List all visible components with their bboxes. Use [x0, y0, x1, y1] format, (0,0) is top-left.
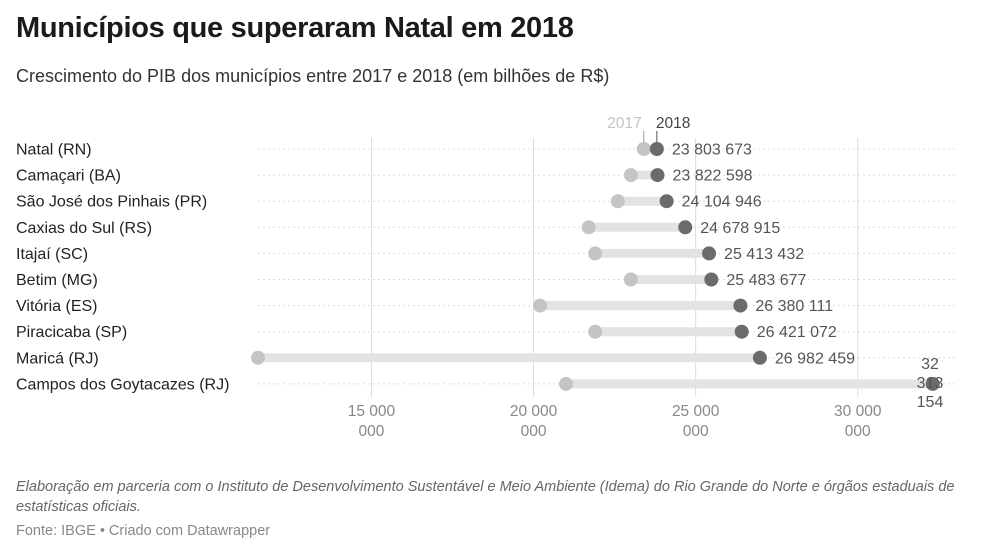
- value-label-2018: 23 822 598: [672, 168, 752, 185]
- value-label-2018: 32: [921, 356, 939, 373]
- dot-2017: [588, 246, 603, 261]
- value-label-2018: 313: [917, 375, 944, 392]
- dot-2018: [678, 220, 693, 235]
- dot-2018: [704, 272, 719, 287]
- dot-2018: [752, 350, 767, 365]
- legend-label-2018: 2018: [656, 115, 690, 132]
- dot-2018: [659, 194, 674, 209]
- value-label-2018: 26 421 072: [757, 324, 837, 341]
- dot-2017: [558, 376, 573, 391]
- dot-2018: [733, 298, 748, 313]
- dot-2017: [251, 350, 265, 365]
- value-label-2018: 24 678 915: [700, 220, 780, 237]
- x-tick-label: 20 000: [510, 403, 558, 420]
- value-label-2018: 154: [917, 394, 944, 411]
- category-label: Vitória (ES): [16, 298, 98, 315]
- dot-2018: [650, 168, 665, 183]
- dot-2018: [702, 246, 717, 261]
- category-label: Piracicaba (SP): [16, 324, 127, 341]
- chart-notes: Elaboração em parceria com o Instituto d…: [16, 479, 955, 515]
- category-label: São José dos Pinhais (PR): [16, 194, 207, 211]
- x-tick-label: 30 000: [834, 403, 882, 420]
- x-tick-label: 15 000: [348, 403, 396, 420]
- dot-range-chart: 15 000 000 20 000 000 25 000 000 30 000 000 Nata…: [16, 115, 955, 440]
- legend-label-2017: 2017: [607, 115, 641, 132]
- x-tick-label: 000: [845, 423, 871, 440]
- category-label: Natal (RN): [16, 142, 92, 159]
- dot-2018: [649, 142, 664, 156]
- category-label: Campos dos Goytacazes (RJ): [16, 376, 229, 393]
- dot-2017: [623, 168, 638, 183]
- dot-2017: [623, 272, 638, 287]
- value-label-2018: 23 803 673: [672, 142, 752, 159]
- dot-2017: [588, 324, 603, 339]
- value-label-2018: 25 413 432: [724, 246, 804, 263]
- x-tick-label: 000: [521, 423, 547, 440]
- category-label: Maricá (RJ): [16, 350, 99, 367]
- value-label-2018: 25 483 677: [726, 272, 806, 289]
- x-tick-label: 000: [683, 423, 709, 440]
- chart-subtitle: Crescimento do PIB dos municípios entre …: [16, 66, 610, 86]
- dot-2017: [610, 194, 625, 209]
- category-label: Caxias do Sul (RS): [16, 220, 152, 237]
- category-label: Betim (MG): [16, 272, 98, 289]
- x-tick-label: 000: [359, 423, 385, 440]
- dot-2017: [533, 298, 548, 313]
- value-label-2018: 26 982 459: [775, 350, 855, 367]
- chart-title: Municípios que superaram Natal em 2018: [16, 12, 574, 44]
- dot-2017: [581, 220, 596, 235]
- value-label-2018: 24 104 946: [682, 194, 762, 211]
- category-label: Itajaí (SC): [16, 246, 88, 263]
- dot-2018: [734, 324, 749, 339]
- dot-2017: [636, 142, 651, 156]
- value-label-2018: 26 380 111: [755, 298, 833, 315]
- category-label: Camaçari (BA): [16, 168, 121, 185]
- x-tick-label: 25 000: [672, 403, 720, 420]
- chart-footer: Fonte: IBGE • Criado com Datawrapper: [16, 523, 271, 539]
- dot-2018: [925, 376, 940, 391]
